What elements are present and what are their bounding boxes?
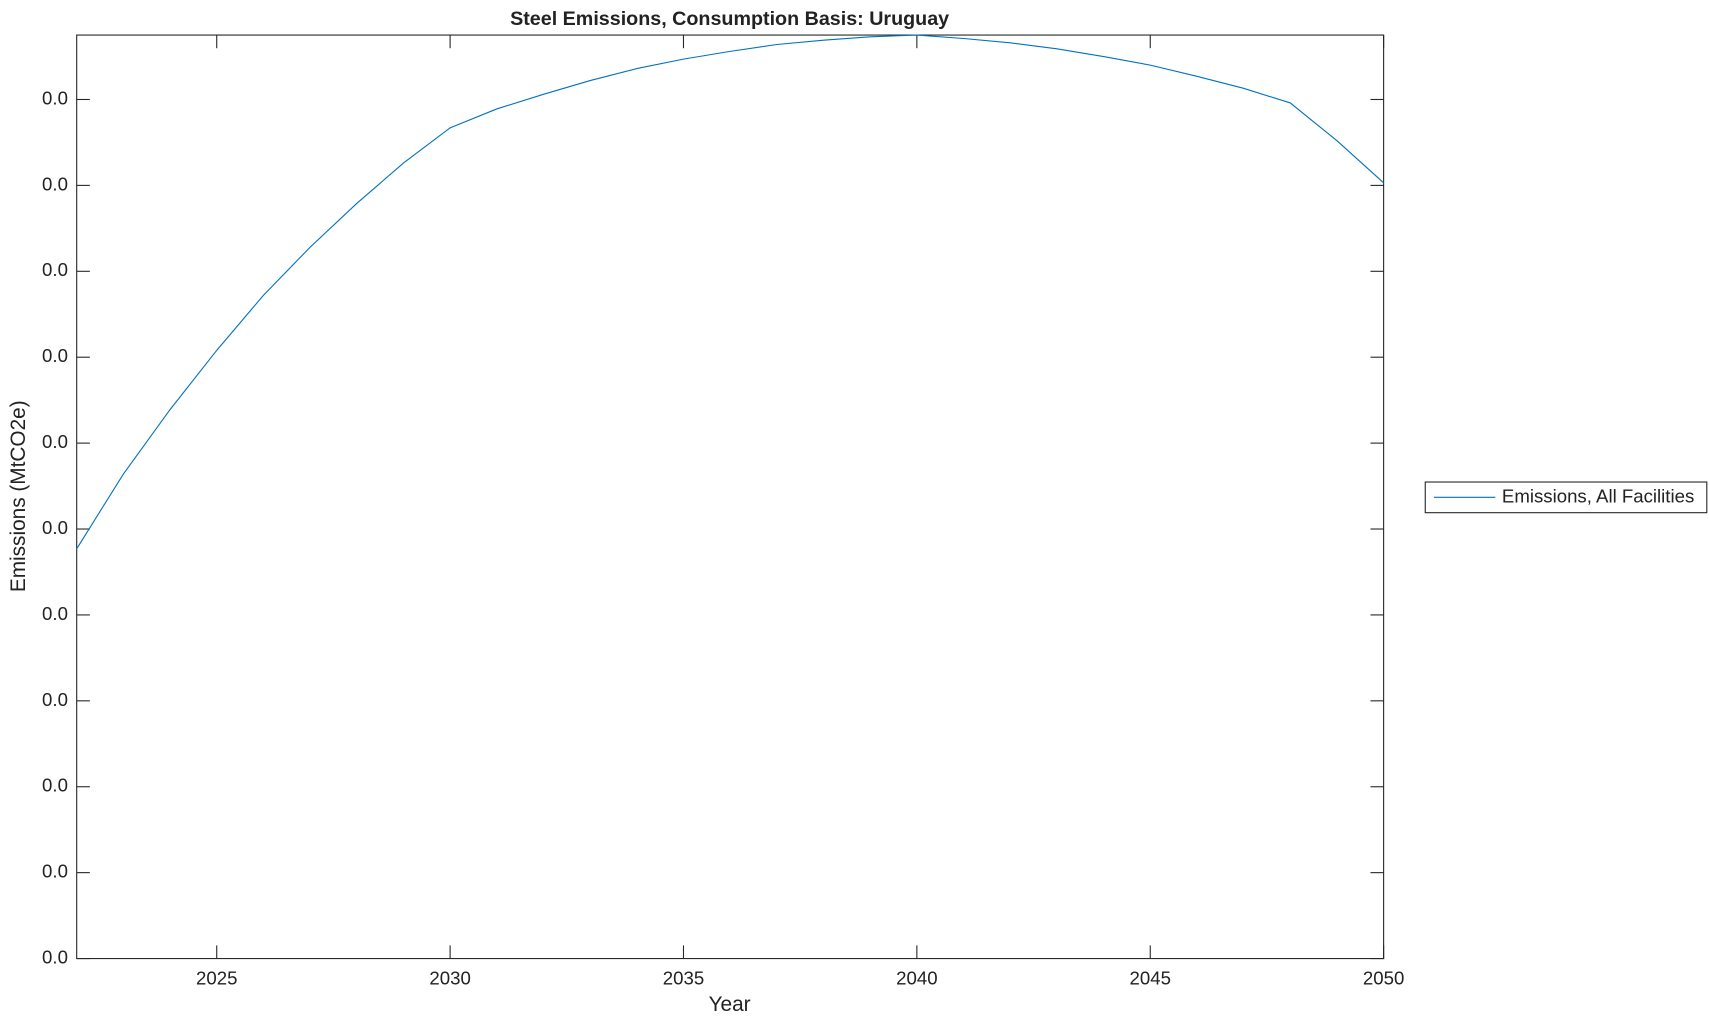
x-tick-label: 2025 — [196, 967, 237, 988]
x-axis-label: Year — [709, 993, 751, 1016]
data-line — [76, 34, 1384, 550]
y-tick-label: 0.0 — [42, 345, 68, 366]
x-tick-label: 2050 — [1363, 967, 1404, 988]
y-tick-label: 0.0 — [42, 603, 68, 624]
chart-title: Steel Emissions, Consumption Basis: Urug… — [510, 8, 949, 30]
y-tick-label: 0.0 — [42, 259, 68, 280]
y-tick-label: 0.0 — [42, 87, 68, 108]
x-tick-label: 2040 — [896, 967, 937, 988]
y-tick-label: 0.0 — [42, 946, 68, 967]
x-tick-label: 2045 — [1130, 967, 1171, 988]
axes-box — [76, 34, 1385, 960]
legend-label: Emissions, All Facilities — [1502, 485, 1694, 506]
y-tick-label: 0.0 — [42, 517, 68, 538]
y-tick-label: 0.0 — [42, 775, 68, 796]
x-tick-label: 2035 — [663, 967, 704, 988]
x-tick-label: 2030 — [429, 967, 470, 988]
y-axis-label: Emissions (MtCO2e) — [7, 400, 30, 592]
y-tick-label: 0.0 — [42, 173, 68, 194]
y-tick-label: 0.0 — [42, 431, 68, 452]
y-tick-label: 0.0 — [42, 861, 68, 882]
y-tick-label: 0.0 — [42, 689, 68, 710]
